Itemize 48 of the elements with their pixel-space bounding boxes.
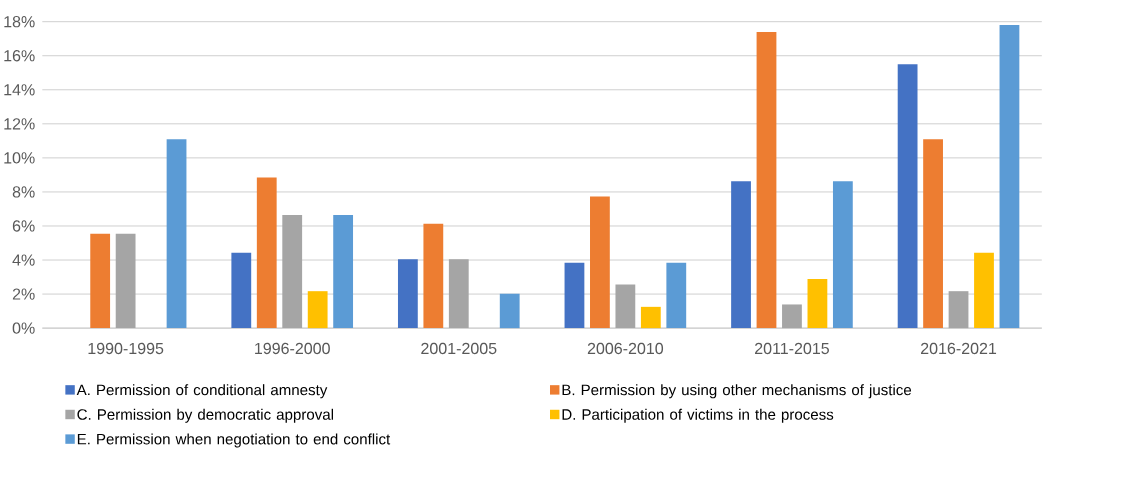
bar [231,252,252,329]
bar [923,139,943,329]
x-tick-label: 2006-2010 [587,342,664,355]
bar [756,32,777,329]
x-tick-label: 1996-2000 [255,342,330,355]
y-tick-label: 16% [4,50,35,62]
bar [731,181,751,329]
bar [423,223,444,329]
bar [115,233,136,329]
bar [666,262,687,329]
bar [333,215,354,329]
bar [782,304,802,329]
bar [615,284,636,329]
bar [640,306,661,329]
bar [166,139,187,329]
legend-label: B. Permission by using other mechanisms of justice [562,384,912,399]
bar [499,293,520,329]
x-tick-label: 2016-2021 [921,342,997,355]
bar [832,181,853,329]
y-tick-label: 18% [4,16,35,28]
bar [282,215,303,329]
legend-label: C. Permission by democratic approval [77,408,334,423]
x-tick-label: 1990-1995 [88,342,164,355]
y-tick-label: 10% [4,152,35,164]
y-tick-label: 0% [12,322,35,334]
legend-label: D. Participation of victims in the process [562,408,834,423]
bar [590,196,610,329]
x-tick-label: 2011-2015 [755,342,829,355]
y-tick-label: 4% [12,254,35,266]
bar [564,262,585,329]
bar [974,252,994,329]
bar [897,64,918,329]
bar [307,291,328,329]
legend-label: A. Permission of conditional amnesty [76,384,328,399]
legend-label: E. Permission when negotiation to end conflict [77,433,391,448]
bar [448,259,469,329]
y-tick-label: 6% [12,220,35,232]
bar [999,25,1020,329]
bar [256,177,277,329]
bar [90,233,111,329]
y-tick-label: 8% [12,186,35,198]
bar [807,279,828,329]
y-tick-label: 2% [12,288,35,300]
bar [397,259,418,329]
y-tick-label: 12% [4,118,35,130]
y-tick-label: 14% [4,84,35,96]
bar [948,291,969,329]
x-tick-label: 2001-2005 [421,342,497,355]
